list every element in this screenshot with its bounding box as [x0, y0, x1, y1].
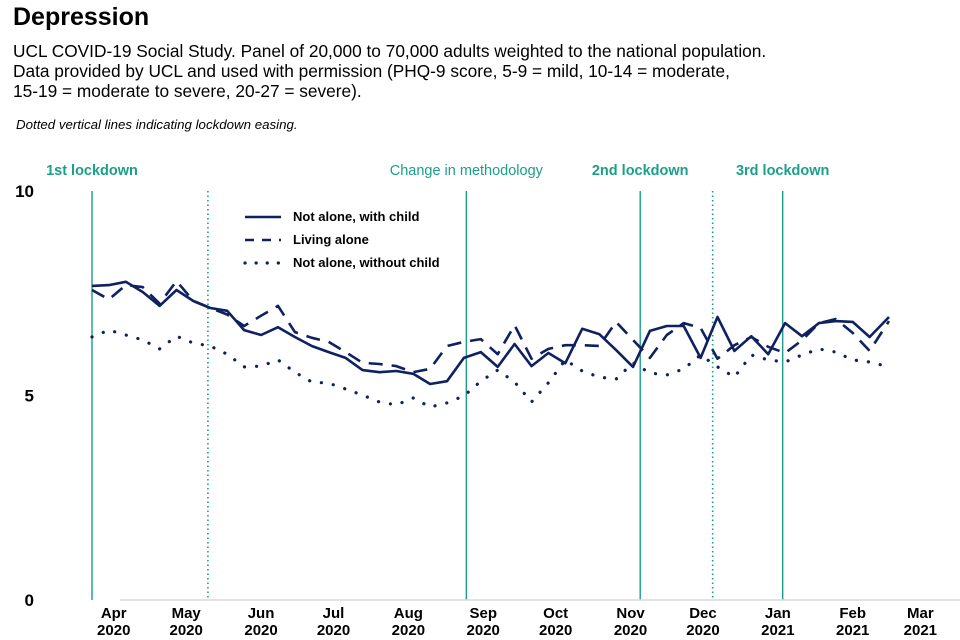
x-tick-label-year: 2020: [244, 622, 277, 639]
event-label: 1st lockdown: [46, 163, 138, 179]
subtitle-line: Data provided by UCL and used with permi…: [13, 61, 730, 81]
x-tick-label-month: Jun: [248, 605, 275, 622]
x-tick-label-month: Sep: [469, 605, 497, 622]
legend-label: Not alone, without child: [293, 255, 440, 270]
event-label: Change in methodology: [390, 163, 544, 179]
x-tick-label-month: Dec: [689, 605, 717, 622]
subtitle-line: 15-19 = moderate to severe, 20-27 = seve…: [13, 81, 362, 101]
x-tick-label-year: 2020: [317, 622, 350, 639]
x-tick-label-year: 2020: [467, 622, 500, 639]
page-title: Depression: [13, 3, 150, 31]
x-tick-label-month: May: [172, 605, 202, 622]
x-tick-label-year: 2020: [614, 622, 647, 639]
y-tick-label: 0: [25, 591, 34, 610]
y-tick-label: 10: [15, 182, 34, 201]
x-tick-label-month: Feb: [839, 605, 866, 622]
event-markers: 1st lockdown Change in methodology 2nd loc…: [46, 163, 829, 600]
x-tick-label-month: Mar: [907, 605, 934, 622]
legend: Not alone, with child Living alone Not alo…: [243, 209, 440, 270]
y-axis-ticks: 0 5 10: [15, 182, 34, 610]
series-line-2: [91, 279, 891, 374]
chart-subtitle: UCL COVID-19 Social Study. Panel of 20,0…: [13, 41, 913, 101]
x-tick-label-year: 2020: [97, 622, 130, 639]
x-tick-label-month: Oct: [543, 605, 568, 622]
legend-label: Not alone, with child: [293, 209, 419, 224]
subtitle-line: UCL COVID-19 Social Study. Panel of 20,0…: [13, 41, 767, 61]
event-label: 3rd lockdown: [736, 163, 829, 179]
legend-label: Living alone: [293, 232, 369, 247]
x-tick-label-month: Jan: [765, 605, 791, 622]
series-line-1: [91, 280, 890, 386]
x-tick-label-year: 2021: [761, 622, 794, 639]
chart-note: Dotted vertical lines indicating lockdow…: [16, 117, 298, 132]
series-lines: [90, 279, 891, 409]
x-tick-label-month: Nov: [616, 605, 645, 622]
x-tick-label-year: 2020: [169, 622, 202, 639]
series-line-3: [90, 328, 891, 409]
x-tick-label-year: 2021: [836, 622, 869, 639]
x-tick-label-year: 2020: [392, 622, 425, 639]
x-tick-label-month: Jul: [323, 605, 345, 622]
x-tick-label-month: Apr: [101, 605, 127, 622]
y-tick-label: 5: [25, 387, 34, 406]
x-tick-label-year: 2020: [539, 622, 572, 639]
x-tick-label-year: 2021: [904, 622, 937, 639]
event-label: 2nd lockdown: [592, 163, 689, 179]
x-tick-label-year: 2020: [686, 622, 719, 639]
x-tick-label-month: Aug: [394, 605, 423, 622]
x-axis-ticks: Apr2020May2020Jun2020Jul2020Aug2020Sep20…: [97, 605, 937, 639]
